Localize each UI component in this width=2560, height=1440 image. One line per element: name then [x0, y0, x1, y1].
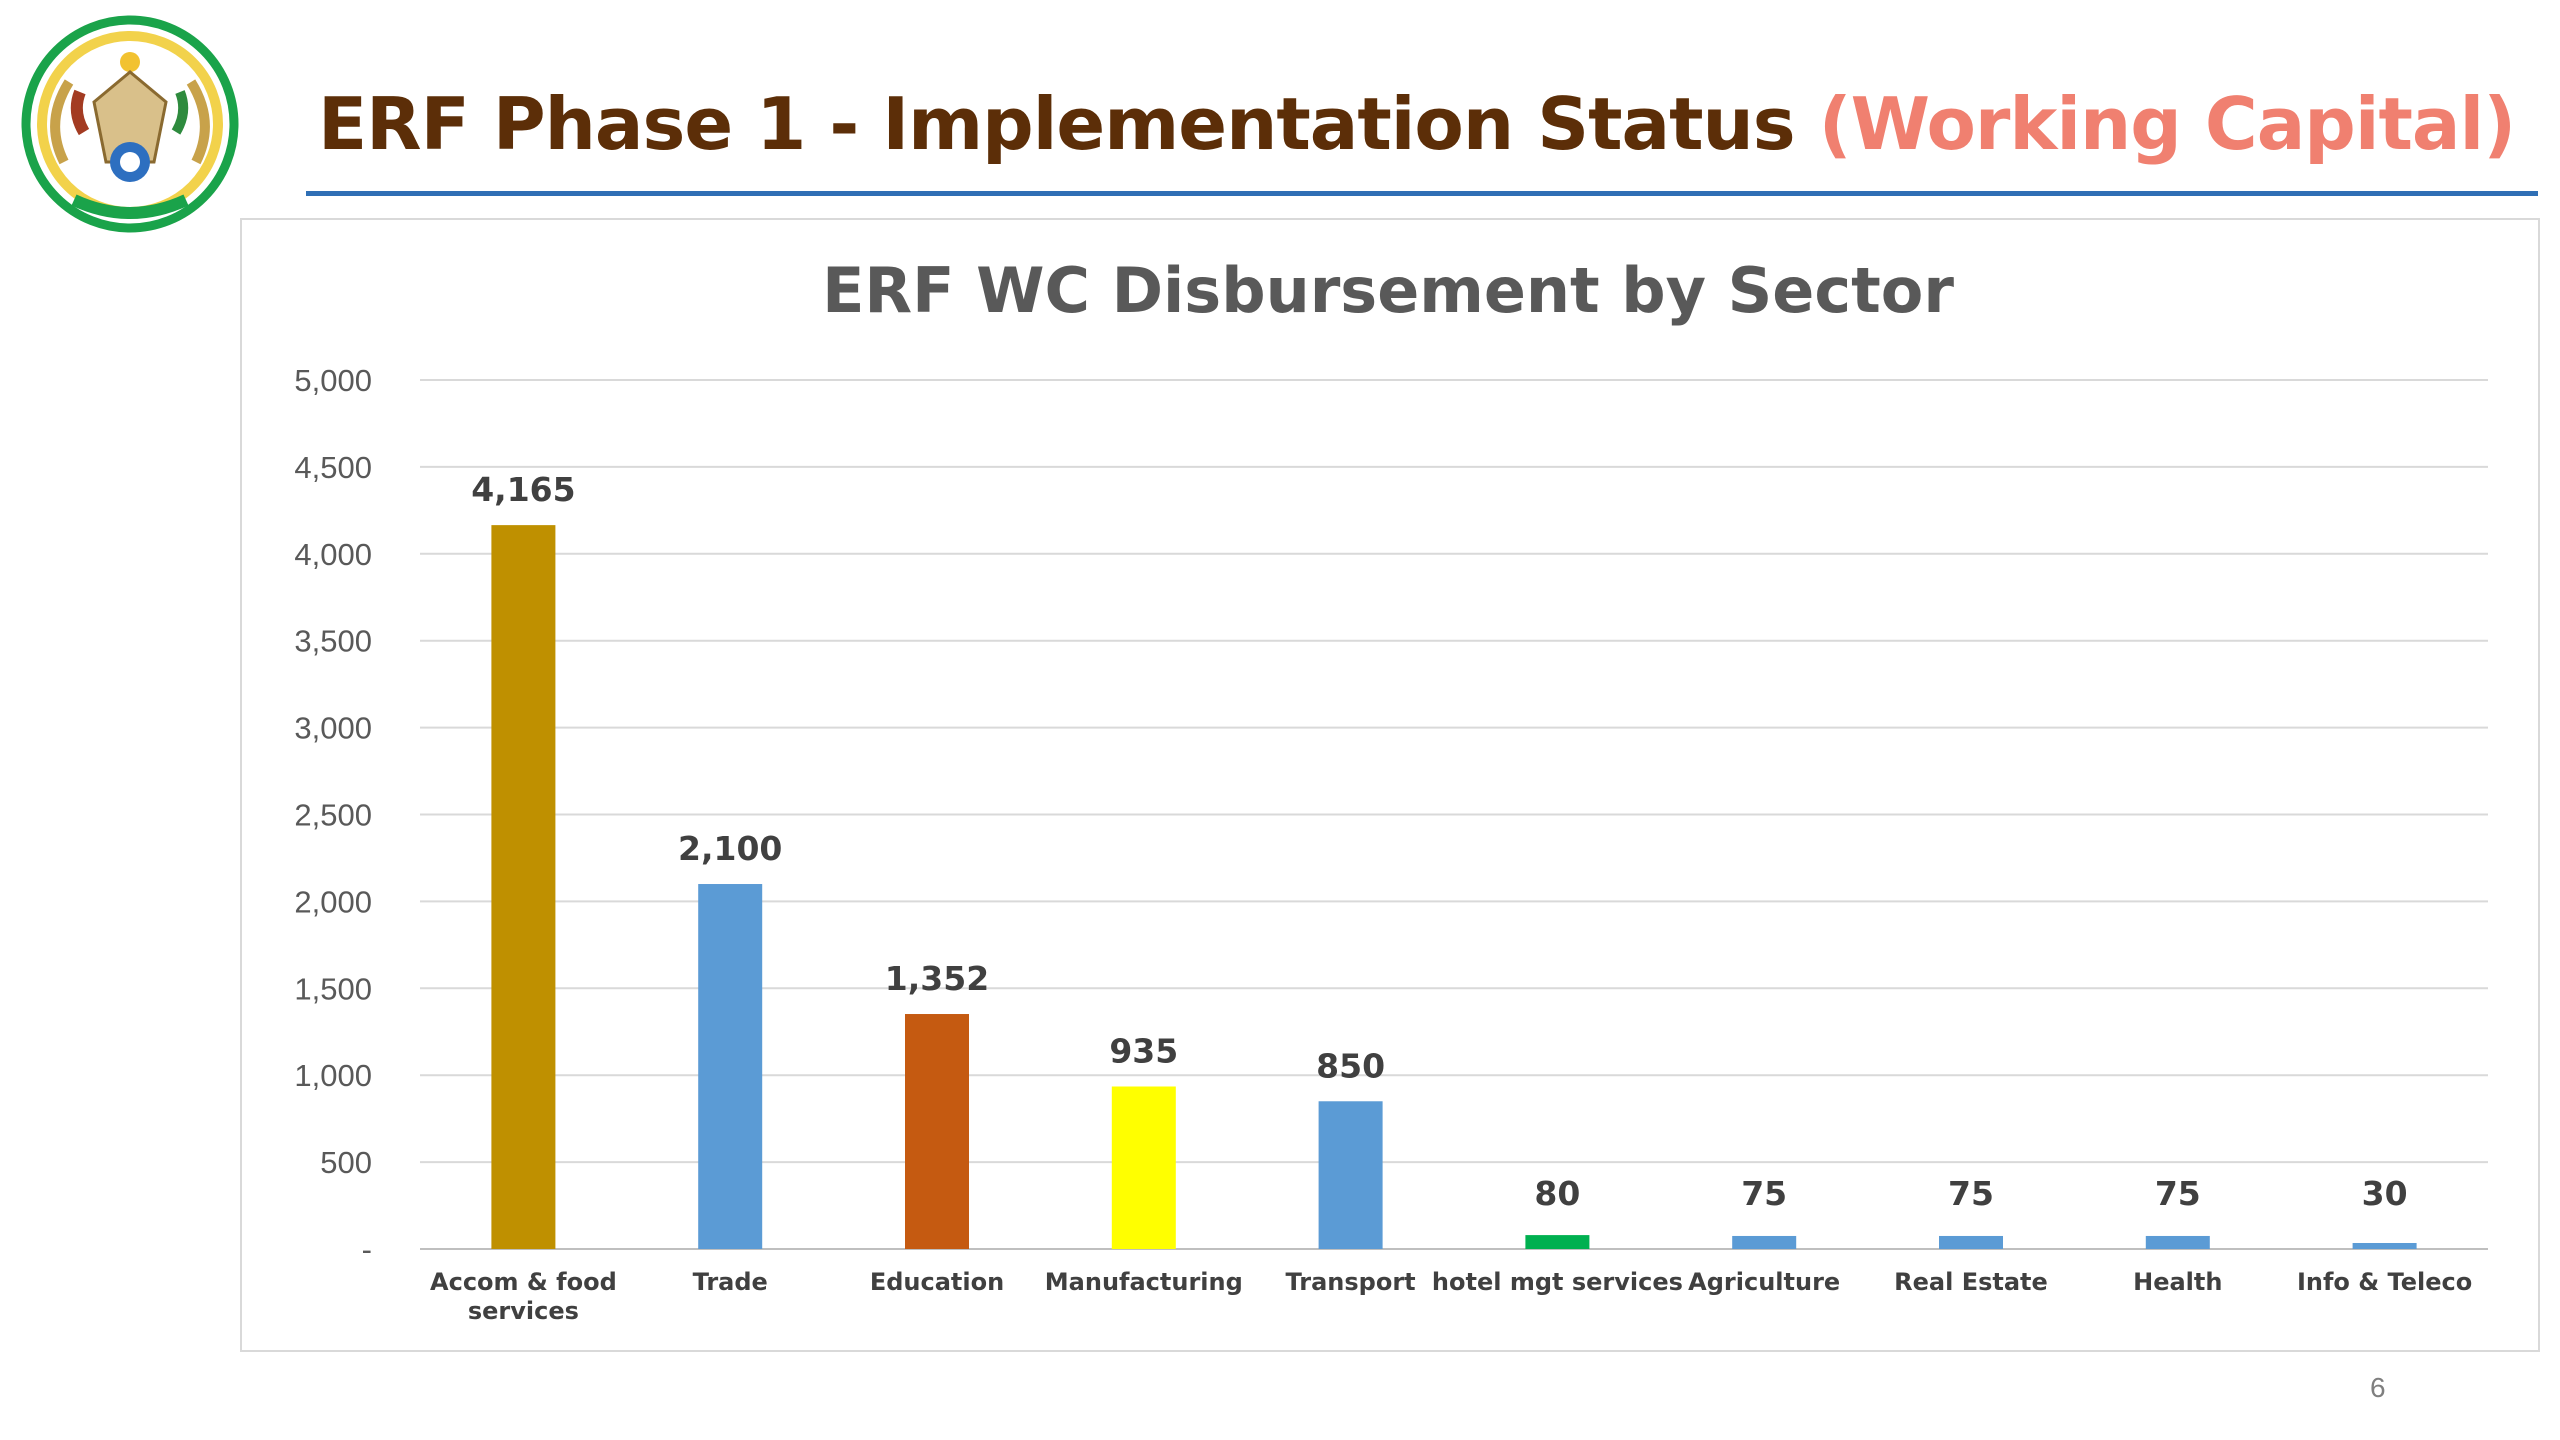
bar: [1318, 1101, 1383, 1249]
data-label: 2,100: [678, 829, 782, 868]
page-number: 6: [2370, 1372, 2386, 1403]
x-tick-label: Accom & food: [430, 1268, 617, 1296]
bar: [1732, 1235, 1797, 1249]
data-label: 75: [2155, 1174, 2201, 1213]
x-tick-label: Trade: [693, 1268, 768, 1296]
y-tick-label: 2,500: [294, 798, 372, 833]
bar: [1939, 1235, 2003, 1249]
x-tick-label: Education: [870, 1268, 1004, 1296]
bar: [1525, 1235, 1590, 1249]
x-tick-label: Agriculture: [1688, 1268, 1840, 1296]
y-tick-label: 1,000: [294, 1058, 372, 1093]
data-label: 80: [1534, 1174, 1580, 1213]
y-tick-label: -: [362, 1232, 372, 1267]
y-tick-label: 5,000: [294, 363, 372, 398]
data-label: 1,352: [885, 959, 989, 998]
title-underline: [306, 191, 2538, 196]
x-tick-label: Real Estate: [1894, 1268, 2048, 1296]
data-label: 4,165: [471, 470, 575, 509]
data-label: 75: [1948, 1174, 1994, 1213]
y-tick-label: 3,500: [294, 624, 372, 659]
y-tick-label: 1,500: [294, 971, 372, 1006]
bar: [1111, 1086, 1176, 1249]
data-label: 850: [1316, 1046, 1385, 1085]
chart-title: ERF WC Disbursement by Sector: [822, 254, 1954, 327]
x-tick-label: Transport: [1286, 1268, 1416, 1296]
bar: [2352, 1243, 2417, 1249]
data-label: 935: [1109, 1031, 1178, 1070]
x-tick-label: hotel mgt services: [1432, 1268, 1683, 1296]
bar: [905, 1014, 969, 1249]
bar: [698, 884, 763, 1249]
x-tick-label: Manufacturing: [1045, 1268, 1243, 1296]
x-tick-label: services: [468, 1297, 579, 1325]
y-tick-label: 3,000: [294, 711, 372, 746]
data-label: 30: [2362, 1174, 2408, 1213]
bar: [491, 525, 556, 1249]
y-tick-label: 500: [320, 1145, 372, 1180]
x-tick-label: Info & Teleco: [2297, 1268, 2472, 1296]
y-tick-label: 4,000: [294, 537, 372, 572]
y-tick-label: 2,000: [294, 884, 372, 919]
x-tick-label: Health: [2133, 1268, 2222, 1296]
page-title-main: ERF Phase 1 - Implementation Status: [318, 82, 1796, 166]
data-label: 75: [1741, 1174, 1787, 1213]
page-title: ERF Phase 1 - Implementation Status (Wor…: [318, 82, 2516, 166]
bar: [2145, 1235, 2210, 1249]
coat-of-arms-icon: [21, 15, 239, 233]
y-tick-label: 4,500: [294, 450, 372, 485]
page-subtitle: (Working Capital): [1818, 82, 2516, 166]
